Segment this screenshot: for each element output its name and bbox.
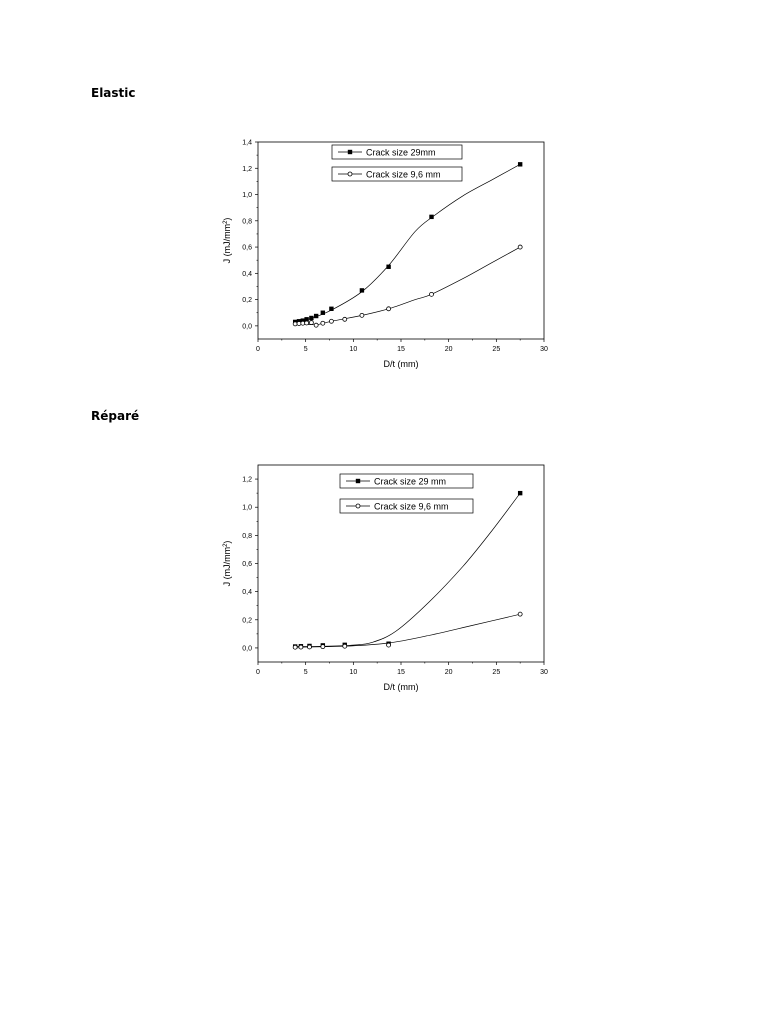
section-heading-elastic: Elastic (91, 86, 136, 100)
data-point-7 (517, 490, 523, 496)
y-axis-label: J (mJ/mm2) (222, 218, 232, 264)
data-point-7 (320, 310, 326, 315)
data-point-5 (342, 643, 348, 649)
legend-entry-2: Crack size 9,6 mm (331, 166, 463, 182)
y-tick-label-0.4: 0,4 (242, 589, 252, 596)
series-1 (292, 162, 523, 325)
y-tick-label-0.6: 0,6 (242, 245, 252, 252)
x-tick-label-30: 30 (540, 669, 548, 676)
series-2 (292, 244, 523, 328)
data-point-6 (386, 642, 392, 648)
data-point-1 (292, 644, 298, 650)
x-tick-label-15: 15 (397, 346, 405, 353)
data-point-7 (517, 611, 523, 617)
data-point-7 (320, 320, 326, 326)
section-heading-repare: Réparé (91, 409, 140, 423)
data-point-4 (304, 320, 310, 326)
x-tick-label-5: 5 (304, 669, 308, 676)
legend-label: Crack size 9,6 mm (366, 170, 441, 180)
y-tick-label-0.8: 0,8 (242, 533, 252, 540)
series-line (295, 492, 521, 647)
data-point-4 (304, 317, 309, 322)
data-point-2 (298, 644, 304, 650)
series-line (295, 246, 521, 326)
y-tick-label-0.0: 0,0 (242, 645, 252, 652)
data-point-11 (429, 214, 434, 220)
legend-box (339, 498, 474, 514)
x-tick-label-0: 0 (256, 669, 260, 676)
x-tick-label-5: 5 (304, 346, 308, 353)
plot-frame (257, 464, 545, 663)
x-tick-label-20: 20 (445, 346, 453, 353)
data-point-5 (308, 320, 314, 325)
y-tick-label-0.0: 0,0 (242, 323, 252, 330)
data-point-8 (329, 306, 334, 311)
data-point-12 (429, 291, 434, 297)
y-tick-label-0.4: 0,4 (242, 271, 252, 278)
y-tick-label-1.2: 1,2 (242, 166, 252, 173)
data-point-8 (329, 318, 334, 324)
x-tick-label-20: 20 (445, 669, 453, 676)
legend-label: Crack size 29 mm (374, 477, 446, 487)
legend-marker (347, 149, 353, 155)
data-point-3 (307, 644, 312, 650)
legend-box (331, 144, 463, 160)
data-point-1 (292, 321, 298, 327)
legend-label: Crack size 9,6 mm (374, 502, 449, 512)
data-point-6 (313, 313, 319, 319)
legend-box (339, 473, 474, 489)
chart-elastic: 0 5 10 15 20 25 30 0,0 0,2 0,4 0,6 0,8 1,0 1,2 1,4 D/t … (222, 140, 548, 370)
legend-entry-1: Crack size 29mm (331, 144, 463, 160)
chart-repare: 0 5 10 15 20 25 30 0,0 0,2 0,4 0,6 0,8 1,0 1,2 D/t (mm… (222, 464, 548, 692)
y-tick-label-1.0: 1,0 (242, 192, 252, 199)
x-tick-label-25: 25 (492, 669, 500, 676)
x-tick-label-10: 10 (349, 346, 357, 353)
data-point-5 (309, 315, 314, 321)
y-tick-label-0.8: 0,8 (242, 218, 252, 225)
y-tick-label-1.2: 1,2 (242, 477, 252, 484)
legend-marker (347, 171, 353, 177)
x-axis-label: D/t (mm) (384, 359, 419, 369)
legend-entry-1: Crack size 29 mm (339, 473, 474, 489)
data-point-3 (300, 318, 306, 323)
data-point-4 (320, 644, 326, 650)
y-tick-label-0.2: 0,2 (242, 297, 252, 304)
data-point-2 (296, 321, 302, 326)
x-tick-label-25: 25 (492, 346, 500, 353)
y-tick-label-1.0: 1,0 (242, 505, 252, 512)
legend-box (331, 166, 463, 182)
data-point-9 (359, 288, 365, 293)
x-tick-label-10: 10 (349, 669, 357, 676)
legend-marker (355, 478, 361, 484)
data-point-12 (517, 162, 523, 167)
y-tick-label-0.2: 0,2 (242, 617, 252, 624)
data-point-6 (313, 322, 319, 328)
series-line (295, 613, 521, 648)
x-axis-label: D/t (mm) (384, 682, 419, 692)
data-point-13 (517, 244, 523, 250)
series-1 (292, 490, 523, 649)
y-axis-label: J (mJ/mm2) (222, 541, 232, 587)
series-line (295, 163, 521, 323)
series-2 (292, 611, 523, 650)
legend-marker (355, 503, 361, 509)
data-point-9 (342, 316, 348, 322)
data-point-3 (300, 320, 306, 326)
x-tick-label-0: 0 (256, 346, 260, 353)
legend-entry-2: Crack size 9,6 mm (339, 498, 474, 514)
data-point-10 (386, 264, 391, 269)
y-tick-label-1.4: 1,4 (242, 140, 252, 147)
x-tick-label-30: 30 (540, 346, 548, 353)
x-tick-label-15: 15 (397, 669, 405, 676)
y-tick-label-0.6: 0,6 (242, 561, 252, 568)
data-point-10 (359, 312, 365, 318)
data-point-11 (386, 306, 392, 312)
legend-label: Crack size 29mm (366, 148, 436, 158)
